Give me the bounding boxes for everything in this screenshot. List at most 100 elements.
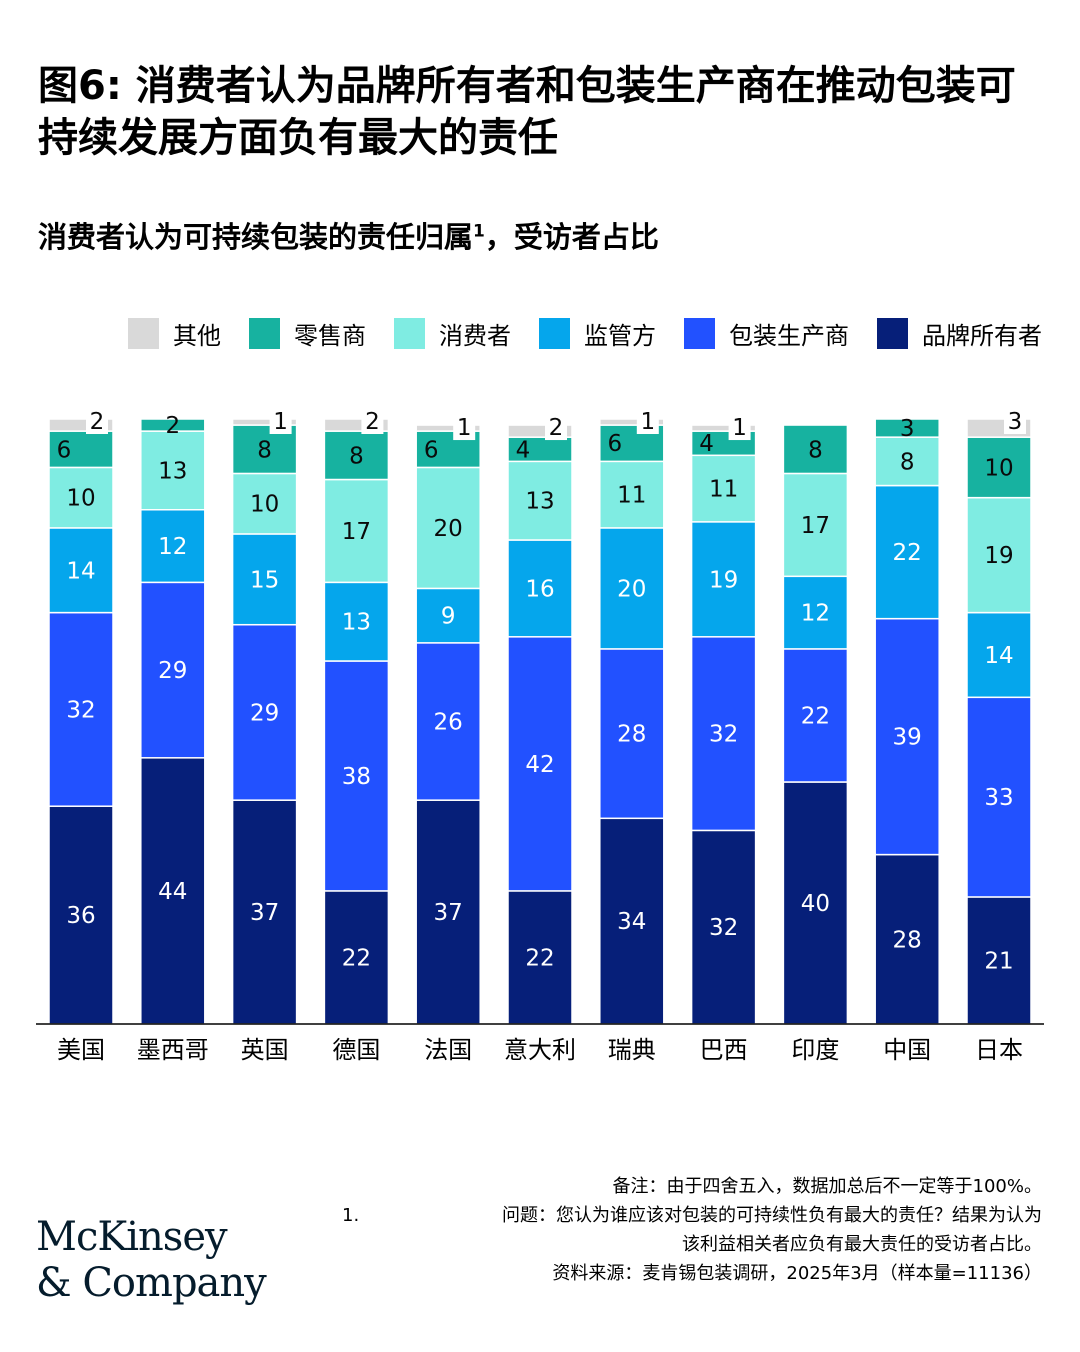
bar-label-9-1: 39 (893, 725, 922, 751)
label-box-10-5 (1004, 410, 1026, 434)
bar-label-10-5: 3 (1008, 409, 1023, 435)
bar-label-7-1: 32 (709, 722, 738, 748)
bar-label-0-2: 14 (66, 558, 95, 584)
bar-segment-3-0 (323, 890, 390, 1025)
bar-segment-9-2 (874, 484, 940, 620)
bar-label-10-2: 14 (984, 643, 1013, 669)
bar-label-5-4: 4 (516, 437, 531, 463)
bar-label-8-0: 40 (801, 891, 830, 917)
bar-segment-5-3 (507, 460, 573, 541)
bar-segment-3-4 (323, 430, 390, 481)
legend-label-consumer: 消费者 (439, 321, 511, 350)
bar-label-10-0: 21 (984, 948, 1013, 974)
bar-label-0-1: 32 (66, 697, 95, 723)
bar-segment-9-3 (874, 436, 940, 487)
x-tick-label-8: 印度 (791, 1036, 839, 1064)
bar-segment-7-3 (690, 454, 757, 523)
x-tick-label-2: 英国 (241, 1036, 289, 1064)
bar-label-3-3: 17 (342, 519, 371, 545)
label-box-4-5 (453, 416, 476, 441)
bar-label-8-3: 17 (801, 513, 830, 539)
legend-swatch-retailer (249, 317, 280, 349)
source-note: 资料来源：麦肯锡包装调研，2025年3月（样本量=11136） (552, 1263, 1042, 1284)
bar-segment-1-3 (140, 430, 206, 511)
bar-segment-8-1 (782, 648, 849, 783)
bar-segment-7-5 (690, 424, 757, 432)
legend-label-retailer: 零售商 (294, 321, 366, 350)
bar-label-4-5: 1 (457, 415, 472, 441)
x-tick-label-6: 瑞典 (608, 1036, 656, 1064)
bar-label-5-2: 16 (525, 576, 554, 602)
x-tick-label-9: 中国 (883, 1036, 931, 1064)
legend-label-other: 其他 (173, 321, 221, 350)
bar-label-4-2: 9 (441, 604, 456, 630)
bar-label-9-4: 3 (900, 416, 915, 442)
bar-label-6-0: 34 (617, 909, 646, 935)
bar-segment-6-3 (599, 460, 665, 529)
bar-segment-7-2 (690, 521, 757, 638)
legend-item-regulator: 监管方 (539, 316, 656, 351)
stacked-bar-chart: 3632141062美国442912132墨西哥3729151081英国2238… (36, 409, 1044, 1064)
bar-segment-9-1 (874, 617, 940, 856)
bar-label-10-3: 19 (984, 543, 1013, 569)
bar-label-0-4: 6 (57, 437, 72, 463)
bar-label-7-5: 1 (732, 415, 747, 441)
bar-segment-10-0 (966, 896, 1032, 1025)
bar-label-6-4: 6 (607, 431, 622, 457)
bar-label-1-1: 29 (158, 658, 187, 684)
bar-segment-8-0 (782, 781, 849, 1025)
footnote-line-2: 该利益相关者应负有最大责任的受访者占比。 (682, 1234, 1042, 1255)
legend-swatch-consumer (394, 317, 425, 349)
bar-label-7-4: 4 (699, 431, 714, 457)
legend-item-other: 其他 (128, 316, 221, 351)
legend-swatch-regulator (539, 317, 570, 349)
logo-line-1: McKinsey (36, 1214, 228, 1260)
label-box-0-5 (86, 410, 108, 434)
chart-notes: 备注：由于四舍五入，数据加总后不一定等于100%。 1. 问题：您认为谁应该对包… (322, 1172, 1042, 1288)
bar-segment-10-4 (966, 436, 1032, 499)
label-box-2-5 (269, 410, 292, 434)
bar-label-3-4: 8 (349, 443, 364, 469)
bar-segment-7-0 (690, 829, 757, 1025)
bar-label-5-3: 13 (525, 489, 554, 515)
bar-segment-1-1 (140, 581, 206, 759)
label-box-6-5 (636, 410, 659, 434)
bar-label-1-0: 44 (158, 879, 187, 905)
chart-subtitle: 消费者认为可持续包装的责任归属1，受访者占比 (38, 216, 1038, 258)
bar-segment-2-2 (231, 533, 298, 626)
bar-segment-3-3 (323, 478, 390, 584)
subtitle-tail: ，受访者占比 (484, 220, 659, 254)
bar-segment-6-5 (599, 418, 665, 426)
bar-label-7-2: 19 (709, 567, 738, 593)
bar-segment-4-0 (415, 799, 481, 1025)
legend-label-brand-owner: 品牌所有者 (922, 321, 1042, 350)
bar-segment-6-2 (599, 527, 665, 650)
footnote-line-1: 问题：您认为谁应该对包装的可持续性负有最大的责任？结果为认为 (502, 1205, 1042, 1226)
chart-title: 图6: 消费者认为品牌所有者和包装生产商在推动包装可持续发展方面负有最大的责任 (38, 63, 1016, 161)
bar-label-1-2: 12 (158, 534, 187, 560)
bar-label-3-5: 2 (365, 409, 380, 435)
bar-label-9-0: 28 (893, 927, 922, 953)
bar-label-2-2: 15 (250, 567, 279, 593)
bar-label-2-3: 10 (250, 492, 279, 518)
legend-item-packaging-producer: 包装生产商 (684, 316, 849, 351)
bar-label-9-3: 8 (900, 449, 915, 475)
bar-segment-5-1 (507, 636, 573, 892)
bar-segment-6-0 (599, 817, 665, 1025)
bar-label-0-3: 10 (66, 486, 95, 512)
logo-line-2: & Company (36, 1260, 267, 1306)
x-tick-label-7: 巴西 (700, 1036, 748, 1064)
bar-label-2-1: 29 (250, 700, 279, 726)
bar-label-1-3: 13 (158, 458, 187, 484)
bar-segment-0-3 (48, 466, 114, 529)
bar-label-3-1: 38 (342, 764, 371, 790)
bar-segment-10-3 (966, 496, 1032, 614)
bar-segment-5-0 (507, 890, 573, 1025)
bar-label-0-0: 36 (66, 903, 95, 929)
bar-label-6-5: 1 (640, 409, 655, 435)
bar-label-7-3: 11 (709, 477, 738, 503)
bar-segment-0-1 (48, 611, 114, 807)
subtitle-footnote-mark: 1 (473, 221, 485, 242)
bar-label-0-5: 2 (90, 409, 105, 435)
footnote-number: 1. (342, 1205, 360, 1226)
